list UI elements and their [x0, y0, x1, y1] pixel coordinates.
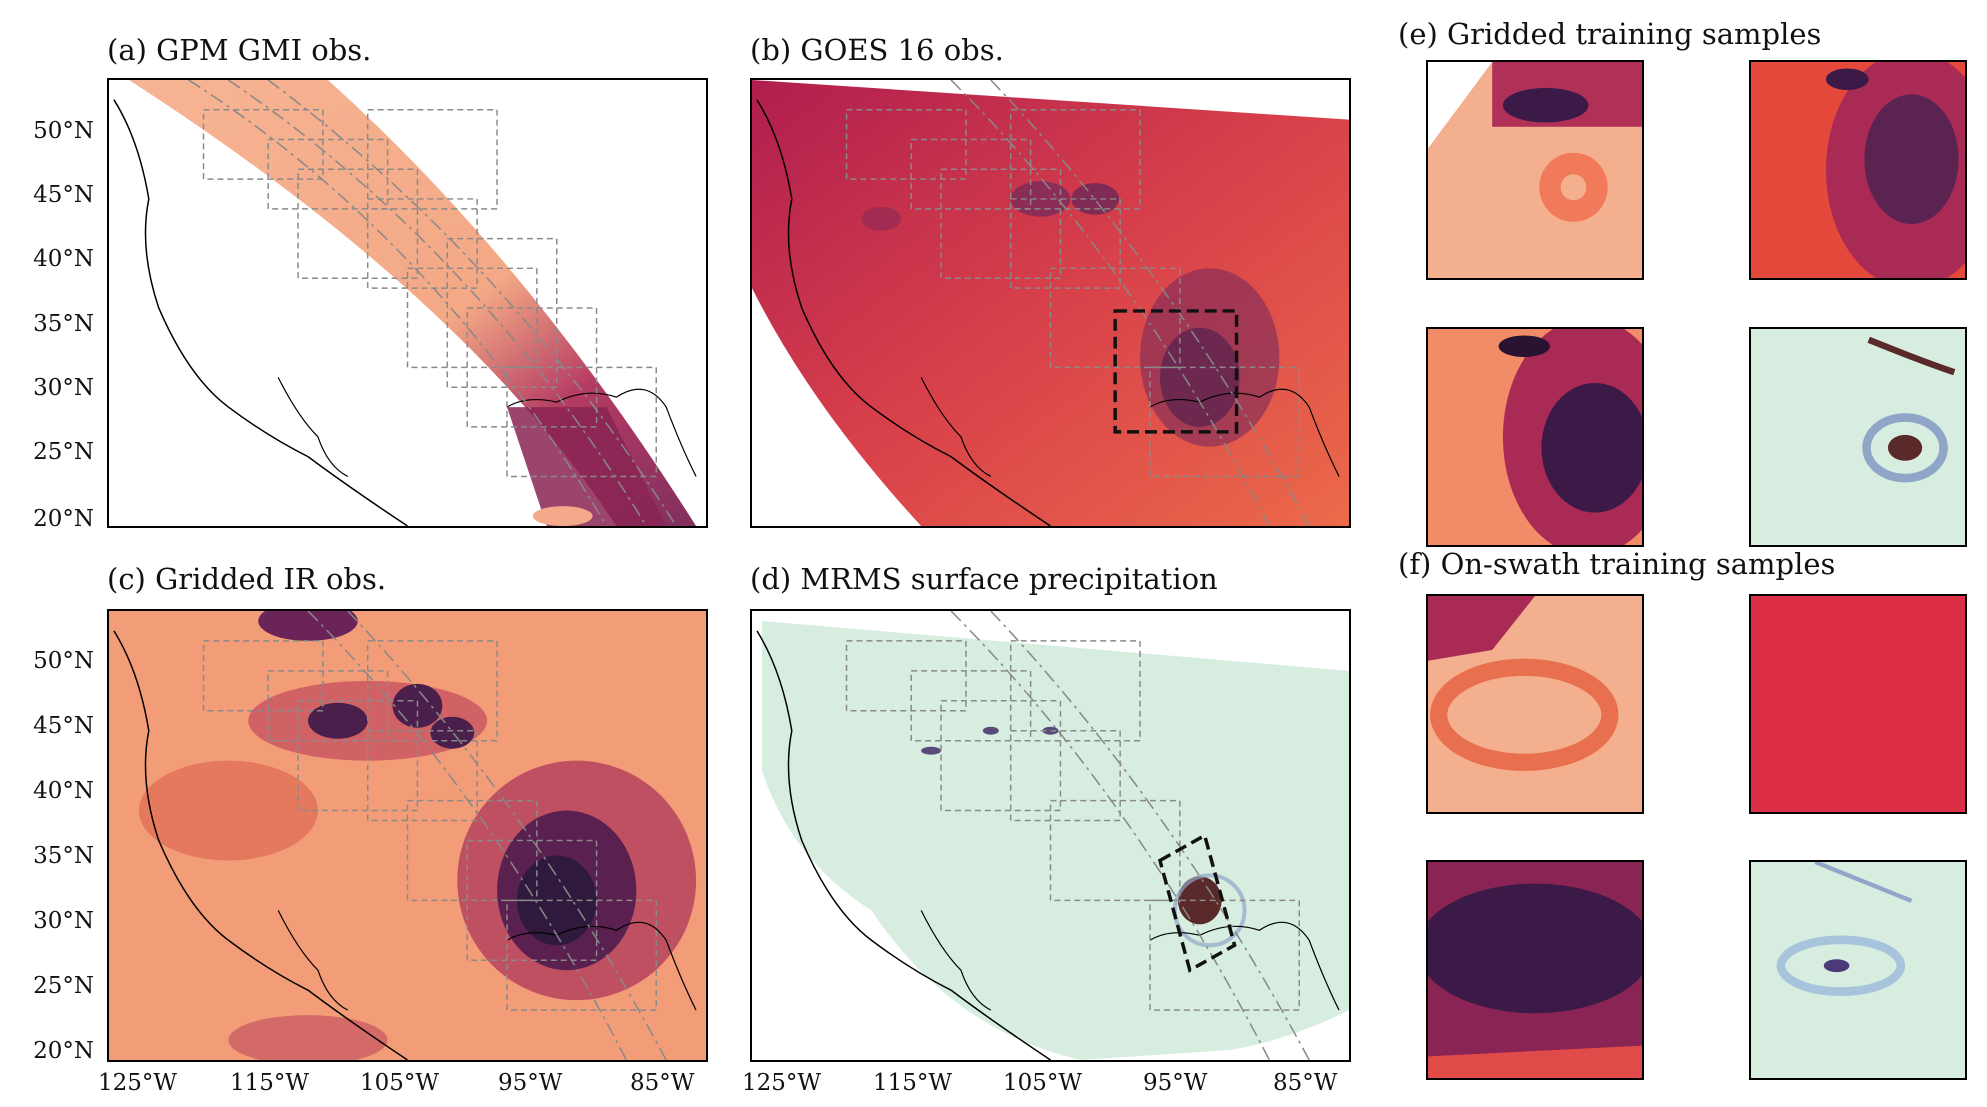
lat-tick-label: 30°N — [33, 908, 94, 934]
lat-tick-label: 50°N — [33, 118, 94, 144]
panel-a-map — [107, 78, 708, 528]
lon-tick-label: 125°W — [98, 1070, 178, 1096]
highlight-box — [1113, 309, 1239, 434]
coastline — [1149, 388, 1340, 477]
on-swath-sample-2 — [1749, 594, 1967, 814]
section-e-title: (e) Gridded training samples — [1398, 17, 1822, 51]
lon-tick-label: 85°W — [630, 1070, 695, 1096]
lat-tick-label: 40°N — [33, 246, 94, 272]
on-swath-sample-4 — [1749, 860, 1967, 1080]
panel-b-title: (b) GOES 16 obs. — [750, 33, 1004, 67]
gridded-sample-3 — [1426, 327, 1644, 547]
lat-tick-label: 25°N — [33, 973, 94, 999]
lat-tick-label: 35°N — [33, 311, 94, 337]
lon-tick-label: 85°W — [1273, 1070, 1338, 1096]
coastline — [756, 99, 1051, 526]
lat-tick-label: 45°N — [33, 713, 94, 739]
lat-tick-label: 30°N — [33, 375, 94, 401]
swath-tracks — [188, 80, 677, 526]
lat-tick-label: 45°N — [33, 182, 94, 208]
lon-tick-label: 95°W — [1143, 1070, 1208, 1096]
on-swath-sample-3 — [1426, 860, 1644, 1080]
lon-tick-label: 125°W — [742, 1070, 822, 1096]
panel-a-title: (a) GPM GMI obs. — [107, 33, 372, 67]
lon-tick-label: 115°W — [873, 1070, 953, 1096]
coastline — [506, 388, 697, 477]
training-tile-outlines — [202, 108, 657, 478]
lat-tick-label: 20°N — [33, 1038, 94, 1064]
panel-c-title: (c) Gridded IR obs. — [107, 562, 387, 596]
lon-tick-label: 105°W — [1003, 1070, 1083, 1096]
lat-tick-label: 35°N — [33, 843, 94, 869]
coastline — [920, 377, 992, 477]
coastline — [113, 99, 408, 526]
gridded-sample-2 — [1749, 60, 1967, 280]
panel-b-map — [750, 78, 1351, 528]
lat-tick-label: 40°N — [33, 778, 94, 804]
lon-tick-label: 105°W — [360, 1070, 440, 1096]
on-swath-sample-1 — [1426, 594, 1644, 814]
lon-tick-label: 95°W — [498, 1070, 563, 1096]
panel-d-map — [750, 609, 1351, 1062]
gridded-sample-4 — [1749, 327, 1967, 547]
lon-tick-label: 115°W — [230, 1070, 310, 1096]
gridded-sample-1 — [1426, 60, 1644, 280]
section-f-title: (f) On-swath training samples — [1398, 547, 1836, 581]
lat-tick-label: 25°N — [33, 439, 94, 465]
highlight-box — [1157, 832, 1237, 973]
panel-c-map — [107, 609, 708, 1062]
lat-tick-label: 20°N — [33, 506, 94, 532]
panel-d-title: (d) MRMS surface precipitation — [750, 562, 1218, 596]
coastline — [277, 377, 349, 477]
lat-tick-label: 50°N — [33, 648, 94, 674]
